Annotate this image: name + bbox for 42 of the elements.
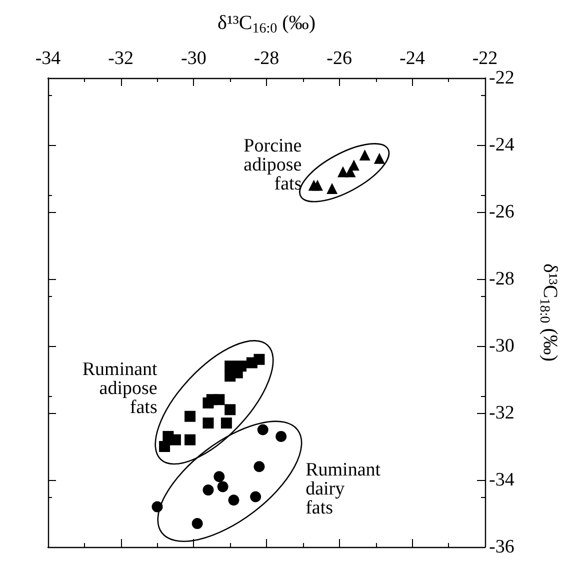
y-tick-label: -36 (489, 536, 514, 558)
point (224, 360, 236, 372)
point (217, 481, 228, 492)
point (359, 150, 370, 161)
point (276, 430, 287, 442)
x-tick-label: -32 (108, 48, 134, 69)
point (254, 354, 265, 365)
point (224, 404, 236, 416)
x-tick-label: -26 (326, 48, 352, 69)
point (326, 183, 338, 194)
point (214, 394, 225, 406)
point (170, 434, 181, 446)
annotation: Ruminant adipose fats (82, 359, 158, 418)
point (192, 518, 203, 530)
y-axis-title: δ¹³C18:0 (‰) (536, 264, 561, 362)
point (374, 152, 385, 164)
y-tick-label: -28 (489, 268, 514, 290)
point (202, 484, 214, 496)
point (250, 491, 262, 502)
annotation: Porcine adipose fats (244, 135, 302, 194)
x-tick-label: -30 (181, 48, 206, 69)
y-tick-label: -26 (489, 202, 514, 222)
point (312, 180, 323, 191)
point (184, 434, 196, 446)
point (257, 424, 268, 436)
y-tick-label: -34 (489, 470, 515, 490)
x-tick-label: -28 (254, 48, 280, 69)
y-tick-label: -32 (489, 402, 514, 424)
annotation: Ruminant dairy fats (306, 460, 382, 519)
x-tick-label: -24 (400, 48, 426, 69)
y-tick-label: -24 (489, 134, 515, 156)
point (214, 471, 225, 482)
x-tick-label: -34 (35, 48, 62, 69)
point (228, 494, 240, 506)
point (220, 418, 232, 429)
point (254, 461, 265, 472)
y-tick-label: -22 (489, 68, 514, 88)
point (184, 410, 196, 422)
x-tick-label: -22 (472, 48, 498, 69)
point (202, 418, 214, 429)
point (159, 441, 170, 452)
y-tick-label: -30 (489, 336, 514, 356)
